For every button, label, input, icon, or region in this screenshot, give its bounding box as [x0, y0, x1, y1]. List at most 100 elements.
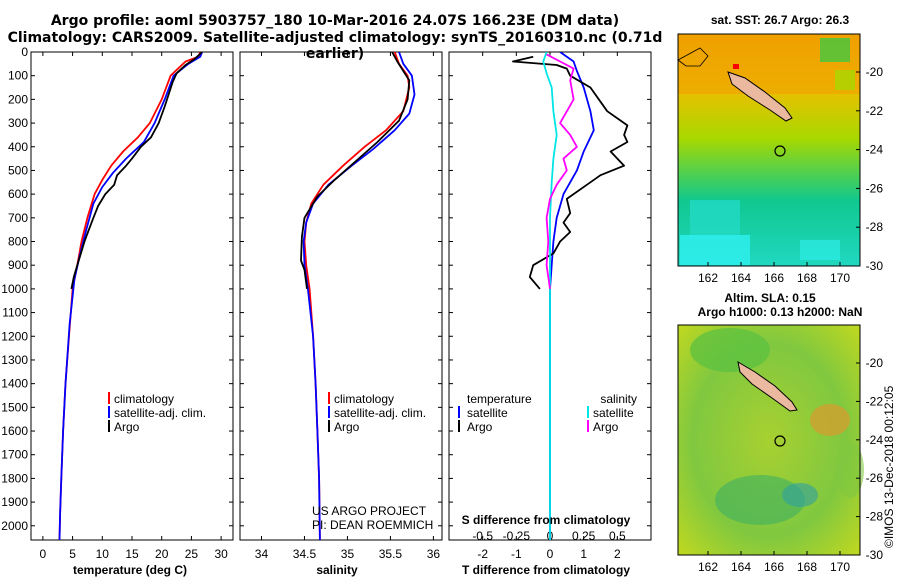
sst-map — [677, 33, 861, 267]
salinity-legend: climatology satellite-adj. clim. Argo — [328, 392, 426, 434]
map-x-tick-label: 170 — [830, 271, 850, 285]
map-y-tick-label: -30 — [866, 259, 884, 273]
x-tick-label: 0 — [547, 547, 554, 561]
title-line-2: Climatology: CARS2009. Satellite-adjuste… — [7, 30, 663, 62]
x-tick-label: 34.5 — [293, 547, 317, 561]
sla-map-axes: 162 164 166 168 170 -20 -22 -24 -26 -28 -30 — [698, 356, 883, 574]
depth-tick-label: 300 — [8, 116, 28, 130]
salinity-panel — [239, 51, 443, 541]
credit-line-2: PI: DEAN ROEMMICH — [312, 518, 433, 532]
depth-tick-label: 1900 — [1, 495, 28, 509]
depth-tick-label: 1300 — [1, 353, 28, 367]
map-x-tick-label: 166 — [764, 560, 784, 574]
map-y-tick-label: -24 — [866, 433, 884, 447]
x-tick-label: 20 — [155, 547, 169, 561]
map-y-tick-label: -26 — [866, 471, 884, 485]
depth-tick-label: 200 — [8, 92, 28, 106]
depth-tick-label: 1000 — [1, 282, 28, 296]
new-caledonia-shape — [727, 71, 793, 122]
series-line-salinity-satellite — [542, 52, 558, 540]
legend-argo: Argo — [334, 420, 360, 434]
map-x-tick-label: 162 — [698, 271, 718, 285]
series-line-temperature-argo — [512, 55, 629, 290]
s-tick-label: 0.5 — [609, 529, 626, 543]
series-line-satellite-adj-clim- — [58, 52, 203, 540]
timestamp: ©IMOS 13-Dec-2018 00:12:05 — [882, 385, 896, 548]
series-line-climatology — [58, 52, 202, 540]
x-tick-label: 25 — [185, 547, 199, 561]
depth-tick-label: 1100 — [2, 306, 28, 320]
series-line-argo — [300, 52, 411, 290]
t-difference-axis-label: T difference from climatology — [462, 563, 630, 577]
x-tick-label: -1 — [511, 547, 522, 561]
sst-map-title: sat. SST: 26.7 Argo: 26.3 — [711, 13, 850, 27]
x-tick-label: 36 — [427, 547, 441, 561]
depth-tick-label: 500 — [8, 163, 28, 177]
s-tick-label: -0.25 — [503, 529, 531, 543]
map-y-tick-label: -30 — [866, 548, 884, 562]
depth-tick-label: 800 — [8, 235, 28, 249]
temperature-legend: climatology satellite-adj. clim. Argo — [108, 392, 206, 434]
depth-tick-label: 1200 — [1, 329, 28, 343]
x-tick-label: 15 — [125, 547, 139, 561]
map-x-tick-label: 164 — [731, 271, 751, 285]
legend-satellite-adj: satellite-adj. clim. — [334, 406, 426, 420]
series-line-temperature-satellite — [549, 52, 595, 540]
map-x-tick-label: 162 — [698, 560, 718, 574]
legend-argo: Argo — [114, 420, 140, 434]
argo-position-marker — [774, 145, 786, 157]
map-x-tick-label: 168 — [797, 271, 817, 285]
depth-tick-label: 100 — [8, 69, 28, 83]
depth-tick-label: 600 — [8, 187, 28, 201]
depth-tick-label: 1500 — [1, 400, 28, 414]
map-x-tick-label: 166 — [764, 271, 784, 285]
depth-tick-label: 700 — [8, 211, 28, 225]
series-line-satellite-adj-clim- — [302, 52, 416, 540]
x-tick-label: 1 — [580, 547, 587, 561]
s-difference-axis-label: S difference from climatology — [462, 513, 631, 527]
legend-sal-argo: Argo — [593, 420, 619, 434]
map-y-tick-label: -28 — [866, 510, 884, 524]
x-tick-label: -2 — [477, 547, 488, 561]
sla-map-title: Altim. SLA: 0.15 — [724, 291, 816, 305]
depth-tick-label: 1400 — [1, 377, 28, 391]
legend-temp-argo: Argo — [467, 420, 493, 434]
sla-map — [677, 324, 864, 556]
sla-map-subtitle: Argo h1000: 0.13 h2000: NaN — [698, 305, 863, 319]
legend-salinity-title: salinity — [600, 392, 637, 406]
series-line-argo — [70, 52, 203, 290]
x-tick-label: 5 — [69, 547, 76, 561]
depth-tick-label: 900 — [8, 258, 28, 272]
map-y-tick-label: -20 — [866, 356, 884, 370]
legend-climatology: climatology — [114, 392, 174, 406]
map-y-tick-label: -22 — [866, 394, 884, 408]
x-tick-label: 34 — [255, 547, 269, 561]
map-x-tick-label: 170 — [830, 560, 850, 574]
salinity-axis-label: salinity — [316, 563, 358, 577]
map-x-tick-label: 168 — [797, 560, 817, 574]
depth-tick-label: 1600 — [1, 424, 28, 438]
series-layer — [58, 52, 629, 540]
panel-series-group — [300, 52, 416, 540]
depth-tick-label: 1700 — [1, 448, 28, 462]
legend-temp-satellite: satellite — [467, 406, 508, 420]
map-y-tick-label: -26 — [866, 181, 884, 195]
temperature-axis-label: temperature (deg C) — [73, 563, 187, 577]
x-tick-label: 0 — [40, 547, 47, 561]
x-tick-label: 35 — [341, 547, 355, 561]
x-tick-label: 10 — [96, 547, 110, 561]
depth-tick-label: 400 — [8, 140, 28, 154]
legend-sal-satellite: satellite — [593, 406, 634, 420]
depth-tick-label: 2000 — [1, 519, 28, 533]
legend-climatology: climatology — [334, 392, 394, 406]
title-line-1: Argo profile: aoml 5903757_180 10-Mar-20… — [50, 13, 620, 29]
panel-series-group — [512, 52, 629, 540]
legend-temperature-title: temperature — [467, 392, 532, 406]
map-y-tick-label: -20 — [866, 65, 884, 79]
depth-tick-label: 0 — [21, 45, 28, 59]
series-line-salinity-argo — [545, 53, 578, 290]
credit-line-1: US ARGO PROJECT — [312, 504, 427, 518]
map-x-tick-label: 164 — [731, 560, 751, 574]
map-y-tick-label: -22 — [866, 104, 884, 118]
